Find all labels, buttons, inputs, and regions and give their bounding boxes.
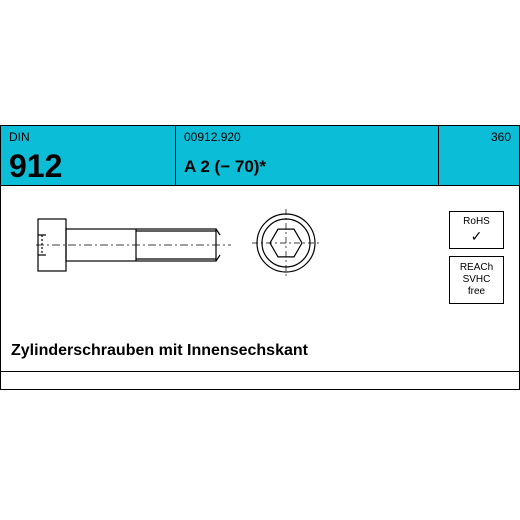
standard-number: 912 <box>9 148 62 185</box>
header-bar: DIN 912 00912.920 A 2 (− 70)* 360 <box>1 126 519 186</box>
page-number: 360 <box>439 126 511 148</box>
reach-line2: SVHC <box>450 274 503 286</box>
reach-badge: REACh SVHC free <box>449 256 504 304</box>
article-code: 00912.920 <box>184 126 438 148</box>
bolt-side-view <box>36 211 236 281</box>
spec-card: DIN 912 00912.920 A 2 (− 70)* 360 <box>0 125 520 390</box>
header-col-standard: DIN 912 <box>1 126 176 185</box>
footer-divider <box>1 371 519 372</box>
reach-line1: REACh <box>450 262 503 274</box>
drawing-zone: RoHS ✓ REACh SVHC free <box>1 186 519 331</box>
standard-label: DIN <box>9 126 175 148</box>
description-bar: Zylinderschrauben mit Innensechskant <box>1 331 519 371</box>
check-icon: ✓ <box>450 228 503 245</box>
header-col-page: 360 <box>439 126 519 185</box>
product-description: Zylinderschrauben mit Innensechskant <box>11 342 308 360</box>
bolt-head-front-view <box>251 208 321 278</box>
material-grade: A 2 (− 70)* <box>184 157 266 177</box>
reach-line3: free <box>450 286 503 298</box>
header-col-article: 00912.920 A 2 (− 70)* <box>176 126 439 185</box>
rohs-label: RoHS <box>450 216 503 228</box>
rohs-badge: RoHS ✓ <box>449 211 504 249</box>
